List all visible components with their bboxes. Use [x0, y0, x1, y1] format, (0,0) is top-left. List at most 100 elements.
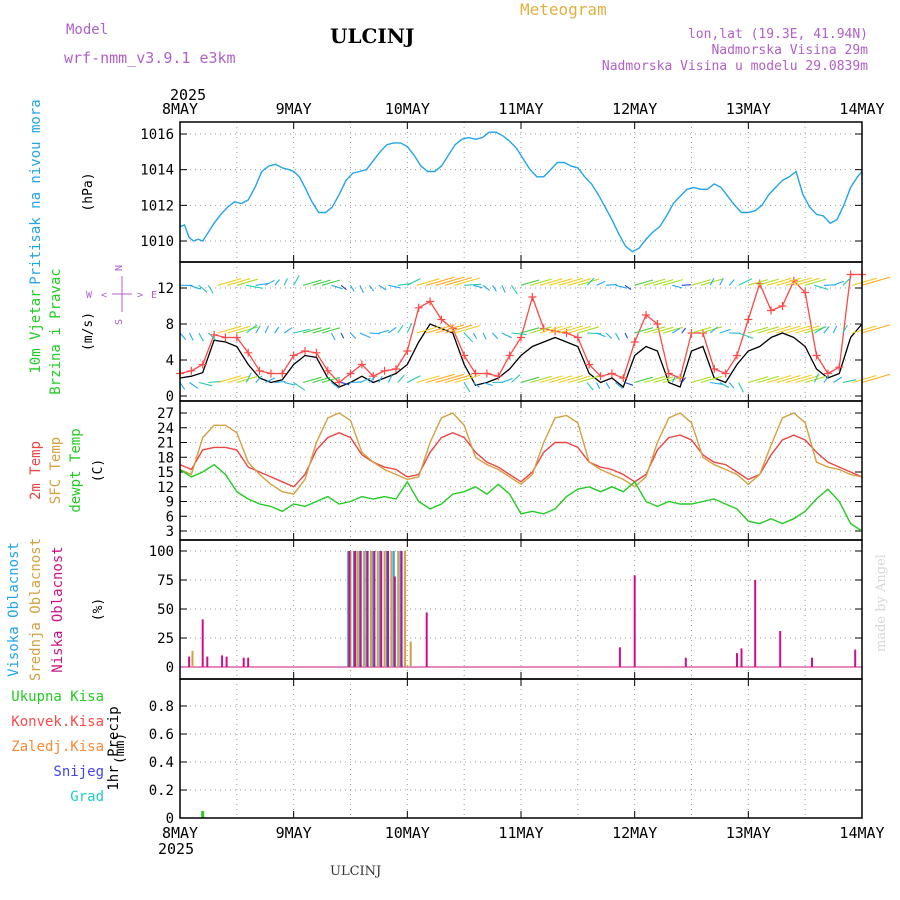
bar [854, 649, 857, 667]
series-line [179, 412, 863, 495]
bar [373, 551, 376, 667]
bar [365, 551, 368, 667]
wind-arrow [378, 376, 383, 383]
wind-arrow [473, 284, 483, 289]
bar [372, 551, 375, 667]
wind-arrow [387, 326, 397, 334]
wind-arrow [264, 325, 269, 334]
wind-arrow [463, 332, 474, 343]
bar [740, 648, 743, 667]
wind-arrow [350, 332, 357, 339]
wind-arrow [709, 277, 715, 286]
bar [201, 811, 205, 818]
wind-arrow [672, 327, 681, 334]
bar [188, 656, 191, 667]
wind-arrow [264, 377, 276, 383]
series-line [179, 431, 863, 488]
bar [376, 551, 379, 667]
y-axis-label: 10m Vjetar [28, 289, 44, 373]
wind-arrow [473, 382, 480, 388]
gust-marker [505, 351, 514, 360]
series-line [179, 273, 862, 384]
wind-arrow [709, 326, 718, 334]
bar [370, 551, 372, 667]
y-axis-label: 2m Temp [28, 441, 44, 500]
wind-arrow [492, 332, 499, 340]
wind-arrow [179, 332, 187, 340]
y-tick-label: 50 [157, 602, 174, 618]
bar [354, 551, 356, 667]
series-line [179, 131, 863, 253]
wind-arrow [274, 380, 286, 384]
wind-arrow [245, 324, 258, 334]
wind-arrow [388, 284, 401, 289]
y-axis-label: Pritisak na nivou mora [28, 99, 44, 284]
top-day-label: 11MAY [498, 100, 543, 118]
wind-arrow [189, 284, 201, 290]
wind-arrow [738, 382, 744, 393]
compass-e: E [151, 290, 157, 301]
wind-arrow [653, 279, 674, 286]
gust-marker [414, 303, 423, 312]
wind-arrow [511, 374, 521, 383]
bar [811, 657, 813, 667]
wind-arrow [227, 375, 251, 384]
wind-arrow [378, 329, 389, 334]
gust-marker [744, 315, 753, 324]
wind-arrow [264, 279, 275, 286]
product-title: Meteogram [520, 0, 607, 19]
wind-arrow [842, 379, 857, 384]
wind-arrow [766, 277, 792, 286]
wind-arrow [539, 375, 563, 384]
wind-arrow [728, 382, 735, 389]
model-name: wrf-nmm_v3.9.1 e3km [64, 49, 236, 67]
wind-arrow [795, 325, 820, 334]
gust-marker [846, 270, 855, 279]
wind-arrow [530, 326, 552, 334]
bottom-day-label: 14MAY [839, 824, 884, 842]
gust-marker [732, 351, 741, 360]
wind-arrow [511, 332, 527, 336]
bar [206, 656, 209, 667]
bar [393, 576, 396, 667]
gust-marker [573, 333, 582, 342]
wind-arrow [814, 326, 826, 334]
wind-arrow [492, 285, 497, 292]
gust-marker [278, 369, 287, 378]
gust-marker [357, 360, 366, 369]
wind-arrow [283, 327, 293, 334]
gust-marker [494, 372, 503, 381]
wind-arrow [691, 279, 712, 286]
panel-wind: 0 4 8 12 10m Vjetar Brzina i Pravac (m/s) [28, 261, 891, 405]
wind-arrow [605, 382, 611, 389]
gust-marker [437, 315, 446, 324]
wind-arrow [842, 324, 848, 334]
wind-arrow [397, 374, 405, 383]
wind-arrow [700, 375, 723, 384]
wind-arrow [387, 375, 393, 383]
y-unit-label: (%) [91, 598, 106, 621]
wind-arrow [369, 376, 376, 383]
wind-arrow [747, 376, 769, 384]
wind-arrow [198, 381, 213, 387]
bar [225, 656, 228, 667]
bar [380, 551, 383, 667]
wind-arrow [577, 326, 600, 334]
y-tick-label: 0.8 [149, 699, 174, 715]
gust-marker [187, 366, 196, 375]
top-day-labels: 8MAY 9MAY 10MAY 11MAY 12MAY 13MAY 14MAY [162, 100, 885, 118]
station-title: ULCINJ [330, 24, 415, 48]
top-day-label: 9MAY [276, 100, 312, 118]
bottom-day-label: 12MAY [612, 824, 657, 842]
wind-arrow [207, 285, 214, 294]
wind-arrow [416, 325, 440, 334]
wind-arrow [766, 374, 792, 384]
wind-arrow [236, 326, 259, 334]
gust-marker [664, 369, 673, 378]
wind-arrow [321, 279, 340, 286]
bar [366, 551, 369, 667]
gust-marker [528, 293, 537, 301]
bar [736, 653, 738, 667]
bar [359, 551, 362, 667]
gust-marker [767, 306, 776, 315]
